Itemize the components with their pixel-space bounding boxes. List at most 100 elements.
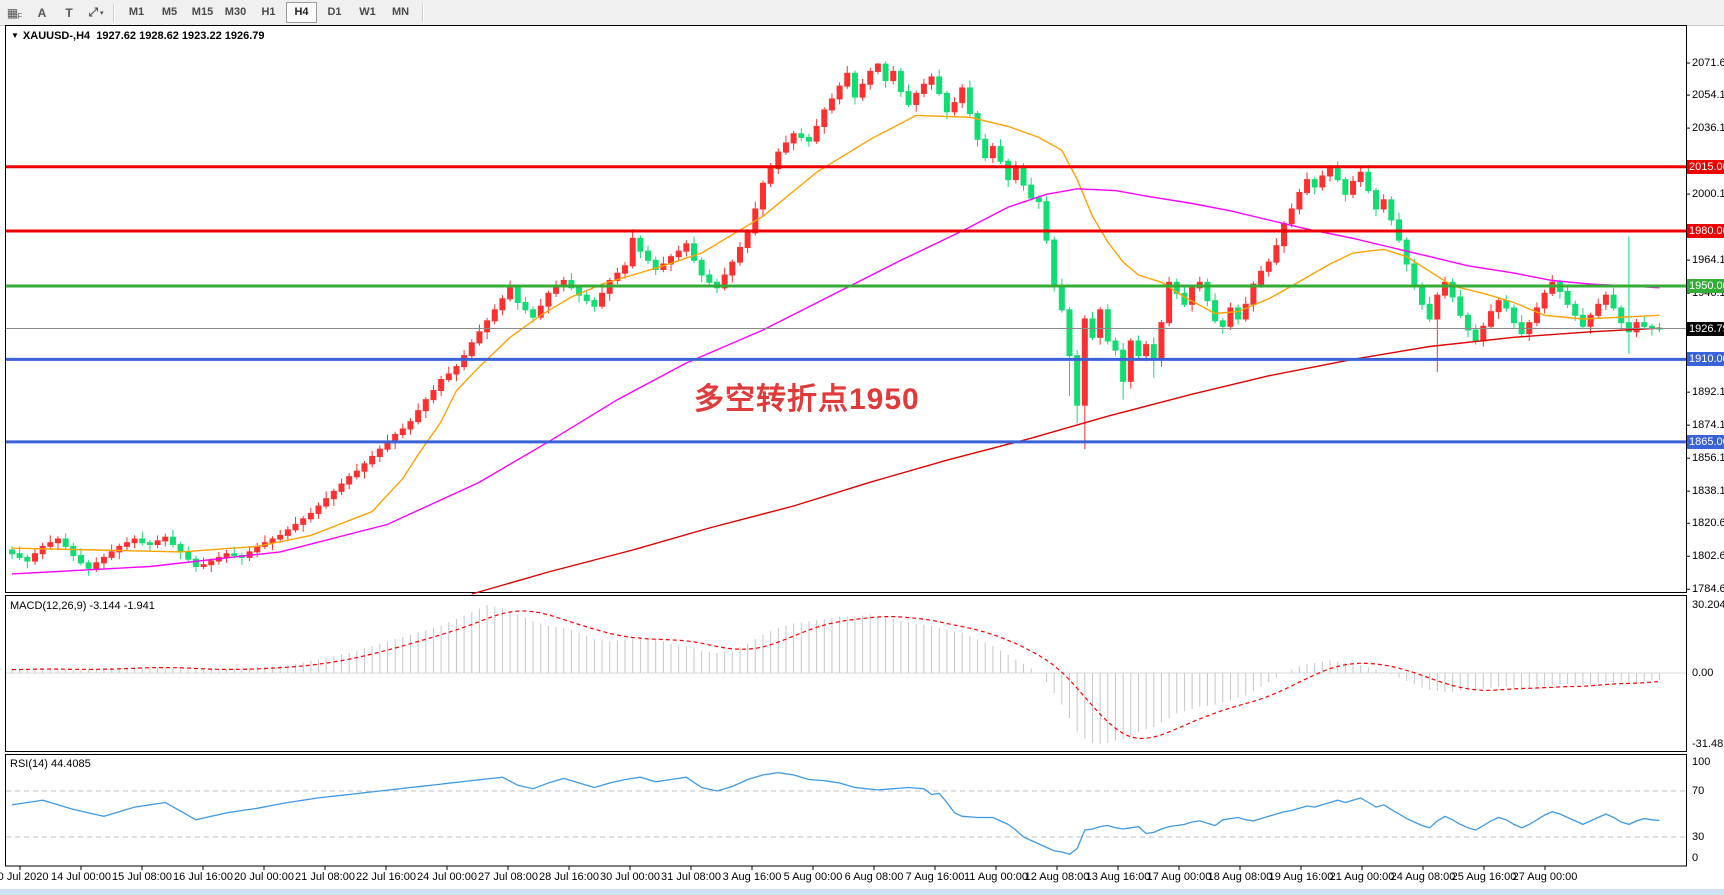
candle-body: [1028, 184, 1035, 199]
arrows-tool-icon[interactable]: ⤢ ▾: [88, 5, 104, 19]
rsi-axis-label: 70: [1692, 785, 1705, 797]
candle-body: [1633, 322, 1640, 333]
time-label: 22 Jul 16:00: [356, 871, 416, 883]
chart-ohlc-values: 1927.62 1928.62 1923.22 1926.79: [96, 30, 265, 42]
candle-body: [1327, 168, 1334, 177]
candle-body: [882, 63, 889, 82]
candle-body: [744, 232, 751, 248]
candle-body: [70, 545, 77, 557]
candle-body: [959, 87, 966, 104]
time-label: 31 Jul 08:00: [661, 871, 721, 883]
candle-body: [1127, 340, 1134, 382]
templates-grid-icon[interactable]: ▦ F: [6, 5, 23, 22]
chart-dropdown-icon[interactable]: ▼: [11, 31, 19, 40]
candle-body: [874, 63, 881, 72]
timeframe-button-h1[interactable]: H1: [261, 6, 276, 18]
main-chart-panel[interactable]: [5, 25, 1687, 593]
time-label: 10 Jul 2020: [0, 871, 49, 883]
candle-body: [545, 292, 552, 307]
candle-body: [645, 250, 652, 261]
candle-body: [31, 553, 38, 562]
candle-body: [47, 542, 54, 547]
time-label: 3 Aug 16:00: [722, 871, 782, 883]
price-tick: 2000.10: [1692, 188, 1724, 201]
text-label-icon[interactable]: A: [37, 5, 47, 20]
time-label: 7 Aug 16:00: [905, 871, 965, 883]
macd-signal-line: [11, 610, 1660, 740]
timeframe-button-m30[interactable]: M30: [224, 6, 247, 18]
timeframe-button-w1[interactable]: W1: [359, 6, 376, 18]
candle-body: [1104, 309, 1111, 342]
candle-body: [346, 476, 353, 485]
timeframe-button-h4[interactable]: H4: [286, 2, 317, 23]
candle-body: [231, 553, 238, 557]
price-tick: 1964.10: [1692, 254, 1724, 267]
candle-body: [330, 490, 337, 500]
candle-body: [675, 250, 682, 258]
candle-body: [522, 301, 529, 311]
candle-body: [93, 562, 100, 569]
time-label: 18 Aug 08:00: [1207, 871, 1273, 883]
candle-body: [1319, 175, 1326, 188]
price-badge-1910.00: 1910.00: [1687, 352, 1724, 367]
candle-body: [729, 261, 736, 276]
candle-body: [453, 366, 460, 375]
candle-body: [1005, 160, 1012, 181]
candle-body: [422, 399, 429, 412]
candle-body: [836, 85, 843, 100]
candle-body: [514, 287, 521, 303]
candle-body: [131, 538, 138, 544]
candle-body: [1434, 294, 1441, 320]
candle-body: [928, 76, 935, 85]
chart-title: ▼ XAUUSD-,H4 1927.62 1928.62 1923.22 1926…: [11, 30, 265, 42]
text-box-icon[interactable]: T: [65, 5, 73, 20]
candle-body: [890, 70, 897, 82]
timeframe-button-m15[interactable]: M15: [191, 6, 214, 18]
candle-body: [844, 72, 851, 87]
candle-body: [1334, 168, 1341, 181]
rsi-axis-label: 0: [1692, 852, 1699, 864]
candle-body: [1120, 349, 1127, 382]
candle-body: [1564, 290, 1571, 305]
candle-body: [499, 298, 506, 311]
candle-body: [468, 342, 475, 357]
candle-body: [1457, 296, 1464, 316]
macd-label: MACD(12,26,9) -3.144 -1.941: [10, 600, 155, 612]
candle-body: [39, 545, 46, 555]
candle-body: [1273, 245, 1280, 263]
candle-body: [530, 309, 537, 318]
candle-body: [399, 428, 406, 436]
candle-body: [989, 146, 996, 159]
chart-annotation-text[interactable]: 多空转折点1950: [694, 383, 920, 416]
rsi-panel[interactable]: [5, 754, 1687, 867]
candle-body: [484, 320, 491, 333]
candle-body: [1058, 285, 1065, 311]
candle-body: [292, 523, 299, 531]
price-tick: 2036.10: [1692, 122, 1724, 135]
rsi-axis-label: 100: [1692, 756, 1711, 768]
time-label: 30 Jul 00:00: [600, 871, 660, 883]
timeframe-button-mn[interactable]: MN: [391, 6, 410, 18]
timeframe-button-m5[interactable]: M5: [161, 6, 178, 18]
candle-body: [1602, 294, 1609, 305]
candle-body: [284, 529, 291, 536]
candle-body: [1181, 292, 1188, 305]
candle-body: [1112, 340, 1119, 351]
candle-body: [1066, 309, 1073, 357]
candle-body: [736, 246, 743, 263]
candle-body: [123, 542, 130, 547]
time-label: 16 Jul 16:00: [173, 871, 233, 883]
candle-body: [1510, 307, 1517, 324]
candle-body: [1464, 314, 1471, 331]
time-label: 21 Jul 08:00: [295, 871, 355, 883]
timeframe-button-m1[interactable]: M1: [128, 6, 145, 18]
candle-body: [1380, 199, 1387, 210]
candle-body: [1487, 311, 1494, 327]
time-label: 14 Jul 00:00: [51, 871, 111, 883]
price-tick: 1820.60: [1692, 517, 1724, 530]
time-label: 6 Aug 08:00: [844, 871, 904, 883]
price-badge-1950.00: 1950.00: [1687, 278, 1724, 293]
timeframe-button-d1[interactable]: D1: [327, 6, 342, 18]
candle-body: [1503, 300, 1510, 309]
